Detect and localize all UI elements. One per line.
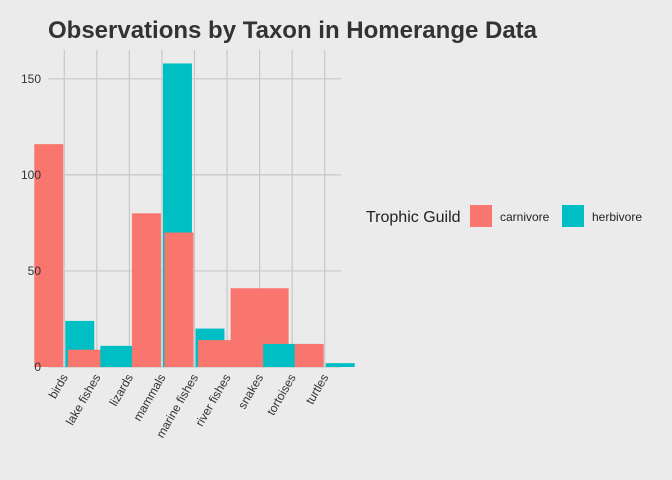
bar-herbivore bbox=[325, 363, 355, 367]
legend-key-carnivore bbox=[470, 205, 492, 227]
legend-label: herbivore bbox=[592, 210, 642, 224]
bar-carnivore bbox=[294, 343, 324, 367]
x-tick-label: turtles bbox=[303, 372, 331, 407]
y-tick-label: 150 bbox=[21, 72, 41, 86]
legend-key-herbivore bbox=[562, 205, 584, 227]
y-tick-label: 0 bbox=[34, 360, 41, 374]
x-tick-label: snakes bbox=[235, 372, 266, 412]
x-tick-label: tortoises bbox=[264, 372, 299, 418]
bars bbox=[34, 63, 355, 367]
x-tick-label: lizards bbox=[107, 372, 136, 409]
y-tick-label: 100 bbox=[21, 168, 41, 182]
bar-carnivore bbox=[164, 232, 194, 367]
y-tick-label: 50 bbox=[28, 264, 42, 278]
bar-carnivore bbox=[131, 213, 161, 367]
legend: Trophic Guild carnivore herbivore bbox=[366, 205, 642, 227]
legend-title: Trophic Guild bbox=[366, 209, 461, 226]
grid-lines bbox=[48, 50, 341, 368]
legend-label: carnivore bbox=[500, 210, 550, 224]
chart-title: Observations by Taxon in Homerange Data bbox=[48, 17, 538, 44]
bar-carnivore bbox=[34, 144, 64, 367]
x-tick-label: birds bbox=[46, 372, 71, 402]
